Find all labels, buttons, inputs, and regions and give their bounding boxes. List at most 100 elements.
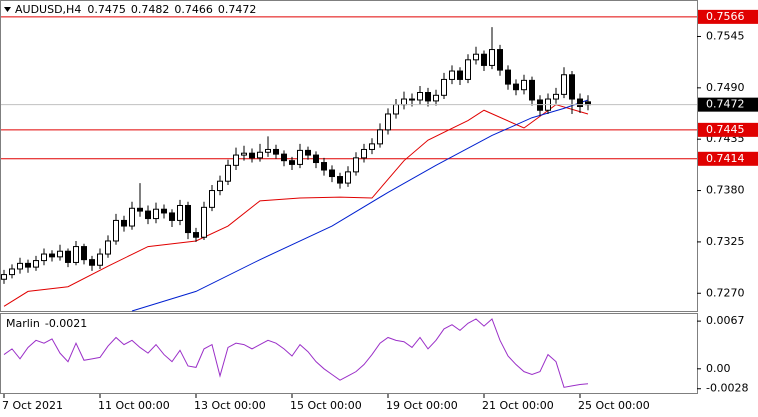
candle-body — [497, 49, 503, 71]
candle-body — [73, 246, 79, 263]
candle-body — [481, 53, 487, 66]
indicator-value: -0.0021 — [45, 317, 87, 330]
candle-body — [1, 274, 7, 280]
candle-body — [305, 149, 311, 156]
candle-body — [169, 212, 175, 221]
candle-body — [337, 176, 343, 184]
indicator-line — [3, 318, 589, 388]
y-tick-label: 0.7545 — [706, 29, 745, 42]
dropdown-triangle[interactable] — [4, 7, 11, 12]
moving-average — [131, 99, 589, 312]
low: 0.7466 — [174, 3, 213, 16]
y-tick-label: 0.7380 — [706, 184, 745, 197]
candle-body — [329, 169, 335, 178]
candle-body — [313, 154, 319, 164]
candle-body — [249, 152, 255, 159]
candle-body — [65, 250, 71, 263]
y-tick-label: 0.7490 — [706, 81, 745, 94]
candle-body — [41, 253, 47, 262]
level-label: 0.7445 — [706, 123, 745, 136]
candle-body — [401, 98, 407, 106]
candle-body — [417, 92, 423, 101]
high: 0.7482 — [131, 3, 170, 16]
candle-body — [89, 259, 95, 266]
candle-body — [361, 148, 367, 159]
indicator-name: Marlin — [6, 317, 40, 330]
candle-body — [369, 143, 375, 150]
level-label: 0.7566 — [706, 10, 745, 23]
level-label-box — [698, 122, 758, 137]
candle-body — [569, 74, 575, 100]
x-tick-label: 13 Oct 00:00 — [194, 399, 266, 412]
indicator-panel-frame — [0, 313, 698, 394]
candle-body — [297, 149, 303, 165]
y-tick-label: 0.0067 — [706, 314, 745, 327]
candle-body — [489, 49, 495, 66]
candle-body — [257, 151, 263, 159]
candle-body — [185, 204, 191, 234]
candle-body — [57, 250, 63, 258]
candle-body — [409, 98, 415, 101]
chart-title: AUDUSD,H4 0.7475 0.7482 0.7466 0.7472 — [15, 3, 256, 16]
candle-body — [201, 206, 207, 238]
candle-body — [529, 79, 535, 101]
candle-body — [233, 154, 239, 166]
level-label: 0.7414 — [706, 152, 745, 165]
y-tick-label: 0.7325 — [706, 235, 745, 248]
indicator-title: Marlin -0.0021 — [6, 317, 87, 330]
candle-body — [473, 53, 479, 61]
candle-body — [241, 152, 247, 156]
candle-body — [449, 70, 455, 80]
candle-body — [377, 129, 383, 145]
candle-body — [553, 93, 559, 100]
candle-body — [321, 162, 327, 171]
candle-body — [25, 262, 31, 268]
candle-body — [81, 246, 87, 261]
candle-body — [129, 207, 135, 227]
level-label-box — [698, 151, 758, 166]
candle-body — [281, 153, 287, 162]
candle-body — [353, 157, 359, 173]
x-tick-label: 21 Oct 00:00 — [482, 399, 554, 412]
x-tick-label: 19 Oct 00:00 — [386, 399, 458, 412]
candle-body — [457, 70, 463, 80]
candle-body — [113, 219, 119, 242]
candle-body — [393, 104, 399, 115]
candle-body — [153, 208, 159, 220]
candle-body — [505, 69, 511, 85]
candle-body — [137, 207, 143, 212]
candle-body — [465, 59, 471, 80]
candle-body — [33, 260, 39, 268]
candle-body — [105, 240, 111, 255]
candle-body — [161, 208, 167, 214]
candle-body — [425, 92, 431, 102]
candle-body — [521, 79, 527, 91]
x-tick-label: 15 Oct 00:00 — [290, 399, 362, 412]
candle-body — [441, 78, 447, 96]
candle-body — [433, 94, 439, 102]
candle-body — [265, 148, 271, 153]
y-tick-label: 0.00 — [706, 362, 731, 375]
last-price-box — [698, 97, 758, 112]
candle-body — [513, 83, 519, 91]
symbol: AUDUSD,H4 — [15, 3, 81, 16]
y-tick-label: -0.0028 — [706, 382, 748, 395]
candle-body — [289, 160, 295, 165]
level-label-box — [698, 9, 758, 24]
main-panel-frame — [0, 0, 698, 312]
candle-body — [209, 190, 215, 208]
candle-body — [17, 262, 23, 270]
candle-body — [97, 253, 103, 266]
last-price-label: 0.7472 — [706, 98, 745, 111]
candle-body — [49, 253, 55, 258]
candle-body — [273, 148, 279, 155]
x-tick-label: 25 Oct 00:00 — [578, 399, 650, 412]
x-tick-label: 11 Oct 00:00 — [98, 399, 170, 412]
x-tick-label: 7 Oct 2021 — [2, 399, 63, 412]
moving-average — [3, 104, 589, 307]
candle-body — [385, 113, 391, 131]
candle-body — [217, 180, 223, 192]
open: 0.7475 — [87, 3, 126, 16]
candle-body — [225, 164, 231, 182]
